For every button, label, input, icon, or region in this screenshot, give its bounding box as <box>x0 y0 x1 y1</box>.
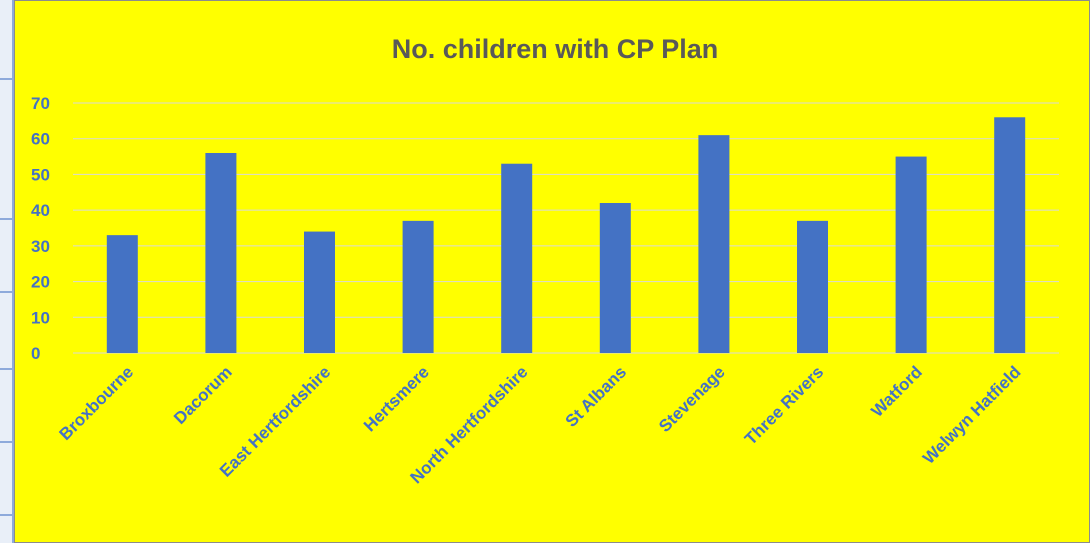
bars <box>106 117 1026 354</box>
y-tick-label: 60 <box>31 130 50 149</box>
y-tick-label: 20 <box>31 273 50 292</box>
y-tick-label: 30 <box>31 237 50 256</box>
bar-chart: No. children with CP Plan 0 10 20 30 40 50 60 7… <box>31 34 1059 487</box>
bar-hertsmere <box>402 220 434 353</box>
y-tick-label: 70 <box>31 94 50 113</box>
chart-area: No. children with CP Plan 0 10 20 30 40 50 60 7… <box>14 0 1090 543</box>
strip-tick <box>0 441 12 443</box>
x-tick-label: Hertsmere <box>360 362 433 435</box>
y-axis: 0 10 20 30 40 50 60 70 <box>31 94 50 363</box>
x-tick-label: St Albans <box>562 362 630 430</box>
gridlines <box>73 102 1059 354</box>
y-tick-label: 10 <box>31 308 50 327</box>
left-edge-strip <box>0 0 14 543</box>
y-tick-label: 40 <box>31 201 50 220</box>
strip-tick <box>0 218 12 220</box>
bar-stevenage <box>698 135 730 353</box>
bar-broxbourne <box>106 235 138 353</box>
strip-tick <box>0 514 12 516</box>
bar-st-albans <box>599 203 631 353</box>
y-tick-label: 0 <box>31 344 40 363</box>
bar-dacorum <box>205 153 237 353</box>
x-tick-label: Three Rivers <box>741 362 827 448</box>
x-tick-label: Welwyn Hatfield <box>919 362 1024 467</box>
x-tick-label: Dacorum <box>170 362 236 428</box>
chart-title: No. children with CP Plan <box>392 34 719 64</box>
bar-east-hertfordshire <box>304 231 335 353</box>
bar-three-rivers <box>797 220 828 353</box>
strip-tick <box>0 368 12 370</box>
x-tick-label: East Hertfordshire <box>216 362 334 480</box>
x-tick-label: Watford <box>868 362 926 420</box>
bar-watford <box>895 156 927 353</box>
strip-tick <box>0 78 12 80</box>
bar-welwyn-hatfield <box>994 117 1026 354</box>
bar-north-hertfordshire <box>501 163 533 353</box>
strip-tick <box>0 291 12 293</box>
y-tick-label: 50 <box>31 165 50 184</box>
x-tick-label: Broxbourne <box>56 362 138 444</box>
x-tick-label: Stevenage <box>655 362 729 436</box>
